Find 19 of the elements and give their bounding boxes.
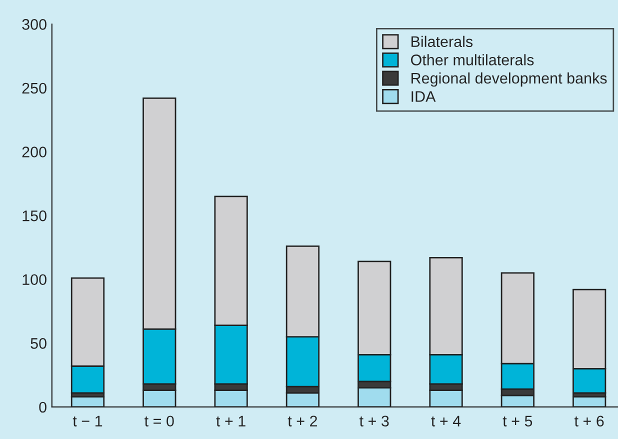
x-tick-label: t + 4 <box>431 416 461 426</box>
x-tick-label: t = 0 <box>144 416 174 427</box>
legend-label: Bilaterals <box>412 36 473 48</box>
y-tick-label: 300 <box>22 19 46 30</box>
legend-label: Regional development banks <box>412 72 607 87</box>
x-tick-label: t − 1 <box>72 416 102 426</box>
y-tick-label: 200 <box>22 146 46 158</box>
x-tick-label: t + 1 <box>216 416 246 426</box>
x-tick-label: t + 2 <box>288 416 318 426</box>
legend-label: Other multilaterals <box>411 54 534 66</box>
legend-label: IDA <box>412 91 436 102</box>
y-tick-label: 100 <box>22 274 46 286</box>
y-tick-label: 50 <box>30 338 46 349</box>
x-tick-label: t + 5 <box>502 416 532 427</box>
y-tick-label: 250 <box>22 82 46 94</box>
y-tick-label: 150 <box>22 210 46 222</box>
x-tick-label: t + 3 <box>360 416 389 427</box>
x-tick-label: t + 6 <box>574 416 604 427</box>
y-tick-label: 0 <box>39 402 46 413</box>
